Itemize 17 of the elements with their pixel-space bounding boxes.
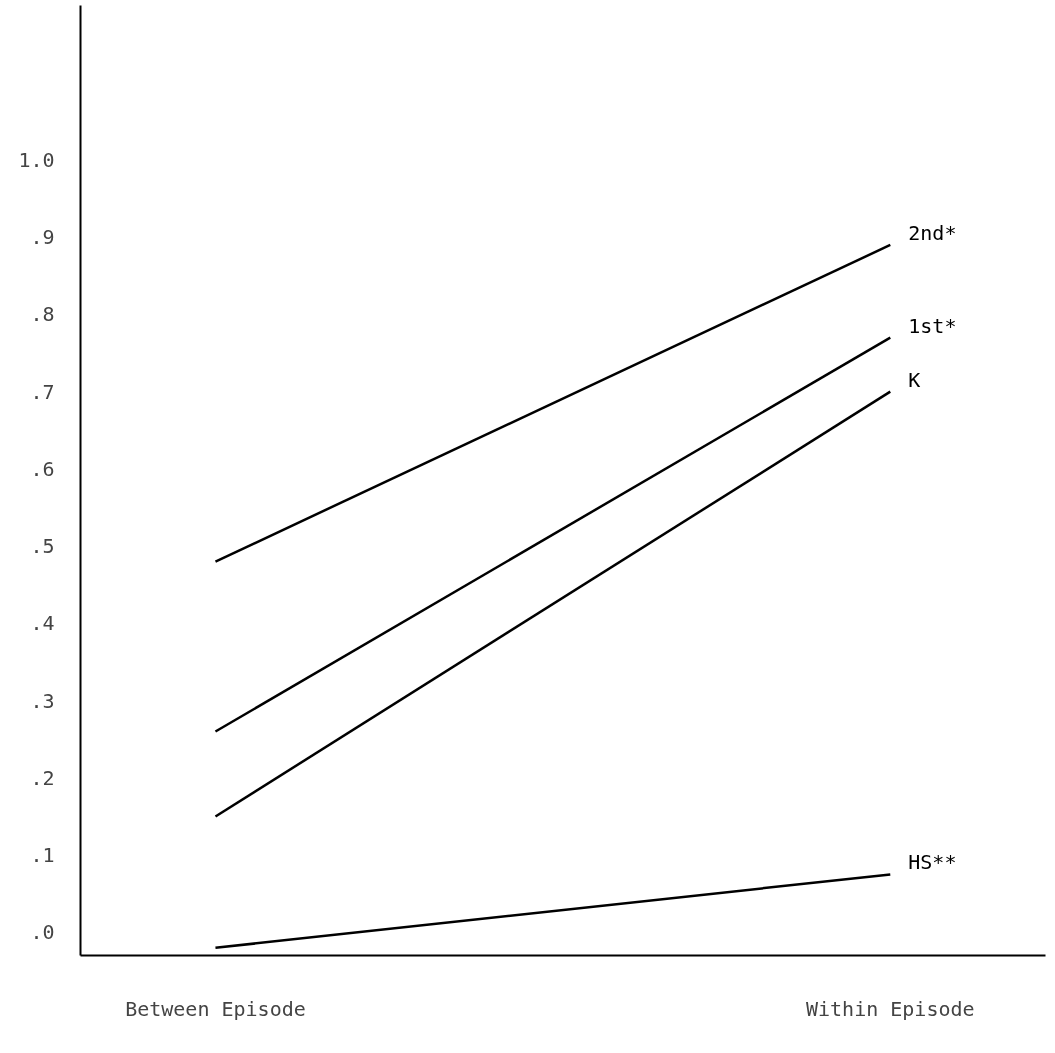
- series-label: HS**: [908, 850, 957, 875]
- y-tick-label: .5: [30, 534, 55, 559]
- y-tick-label: 1.0: [18, 147, 55, 172]
- y-tick-label: .2: [30, 765, 55, 790]
- series-label: K: [908, 367, 921, 392]
- y-tick-label: .6: [30, 456, 55, 481]
- series-label: 2nd*: [908, 220, 957, 245]
- y-tick-label: .4: [30, 611, 55, 636]
- x-tick-label: Between Episode: [125, 996, 306, 1021]
- y-tick-label: .9: [30, 225, 55, 250]
- series-label: 1st*: [908, 313, 957, 338]
- y-tick-label: .0: [30, 920, 55, 945]
- y-tick-label: .7: [30, 379, 55, 404]
- y-tick-label: .1: [30, 843, 55, 868]
- y-tick-label: .8: [30, 302, 55, 327]
- x-tick-label: Within Episode: [806, 996, 975, 1021]
- y-tick-label: .3: [30, 688, 55, 713]
